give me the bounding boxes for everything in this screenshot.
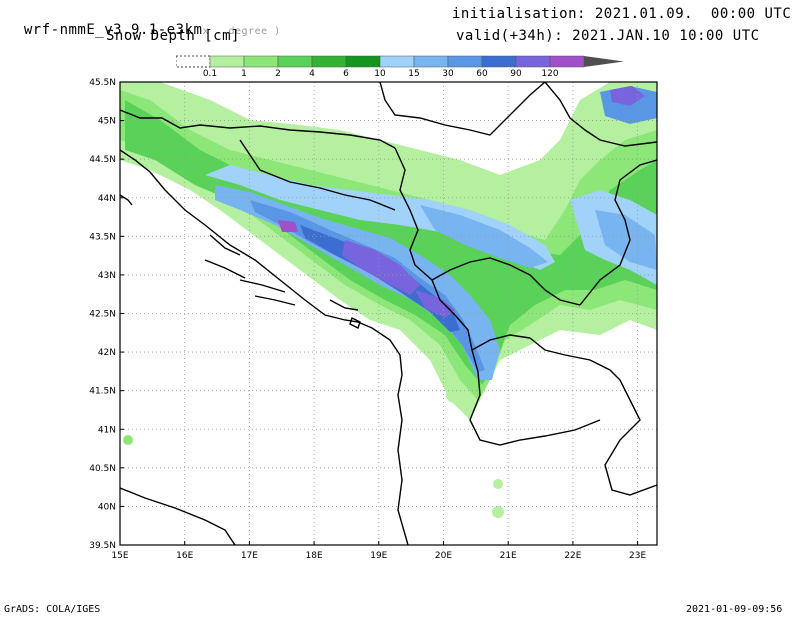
coastlines-borders: [120, 82, 657, 545]
lon-tick-label: 20E: [435, 551, 452, 561]
legend-level-label: 10: [374, 69, 386, 79]
legend-level-label: 30: [442, 69, 454, 79]
lon-tick-label: 18E: [306, 551, 323, 561]
legend-below-min: [176, 55, 211, 68]
legend-level-label: 120: [541, 69, 558, 79]
lat-tick-label: 45.5N: [89, 78, 116, 88]
legend-level-label: 60: [476, 69, 488, 79]
lat-tick-label: 39.5N: [89, 541, 116, 551]
lat-tick-label: 45N: [98, 117, 116, 127]
legend-level-label: 1: [241, 69, 247, 79]
lon-tick-label: 17E: [241, 551, 258, 561]
valid-time: valid(+34h): 2021.JAN.10 10:00 UTC: [456, 28, 760, 44]
lat-tick-label: 42N: [98, 348, 116, 358]
init-time: initialisation: 2021.01.09. 00:00 UTC: [452, 6, 792, 22]
legend-level-label: 90: [510, 69, 522, 79]
lat-tick-label: 40.5N: [89, 464, 116, 474]
latitude-axis: 45.5N 45N 44.5N 44N 43.5N 43N 42.5N 42N 41.5N 41N…: [89, 78, 124, 551]
legend-level-label: 15: [408, 69, 419, 79]
lon-tick-label: 16E: [176, 551, 193, 561]
snow-depth-map: 45.5N 45N 44.5N 44N 43.5N 43N 42.5N 42N 41.5N 41N…: [89, 78, 658, 561]
lon-tick-label: 23E: [629, 551, 646, 561]
legend-overflow-arrow: [584, 56, 624, 67]
lat-tick-label: 43N: [98, 271, 116, 281]
lat-tick-label: 40N: [98, 502, 116, 512]
model-unit: x . degree ): [202, 26, 281, 37]
lat-tick-label: 41.5N: [89, 387, 116, 397]
model-name: wrf-nmmE_v3.9.1-e3km: [23, 22, 203, 38]
lat-tick-label: 43.5N: [89, 232, 116, 242]
legend-level-label: 0.1: [203, 69, 217, 79]
snow-field-layer: [120, 82, 657, 518]
map-gridlines: [120, 82, 657, 545]
lat-tick-label: 42.5N: [89, 310, 116, 320]
lon-tick-label: 21E: [500, 551, 517, 561]
footer-credit: GrADS: COLA/IGES: [4, 604, 101, 615]
lat-tick-label: 41N: [98, 425, 116, 435]
lat-tick-label: 44.5N: [89, 155, 116, 165]
legend-level-label: 2: [275, 69, 281, 79]
footer-timestamp: 2021-01-09-09:56: [686, 604, 783, 615]
legend-boxes: [176, 55, 624, 68]
lon-tick-label: 22E: [564, 551, 581, 561]
model-title: wrf-nmmE_v3.9.1-e3kmx . degree ): [6, 6, 281, 38]
lon-tick-label: 15E: [111, 551, 128, 561]
legend-level-label: 4: [309, 69, 315, 79]
legend-labels: 0.1 1 2 4 6 10 15 30 60 90 120: [203, 69, 559, 79]
color-legend: 0.1 1 2 4 6 10 15 30 60 90 120: [176, 55, 624, 79]
legend-level-label: 6: [343, 69, 349, 79]
field-title: Snow Depth [cm]: [106, 28, 240, 44]
lat-tick-label: 44N: [98, 194, 116, 204]
lon-tick-label: 19E: [370, 551, 387, 561]
longitude-axis: 15E 16E 17E 18E 19E 20E 21E 22E 23E: [111, 541, 646, 561]
